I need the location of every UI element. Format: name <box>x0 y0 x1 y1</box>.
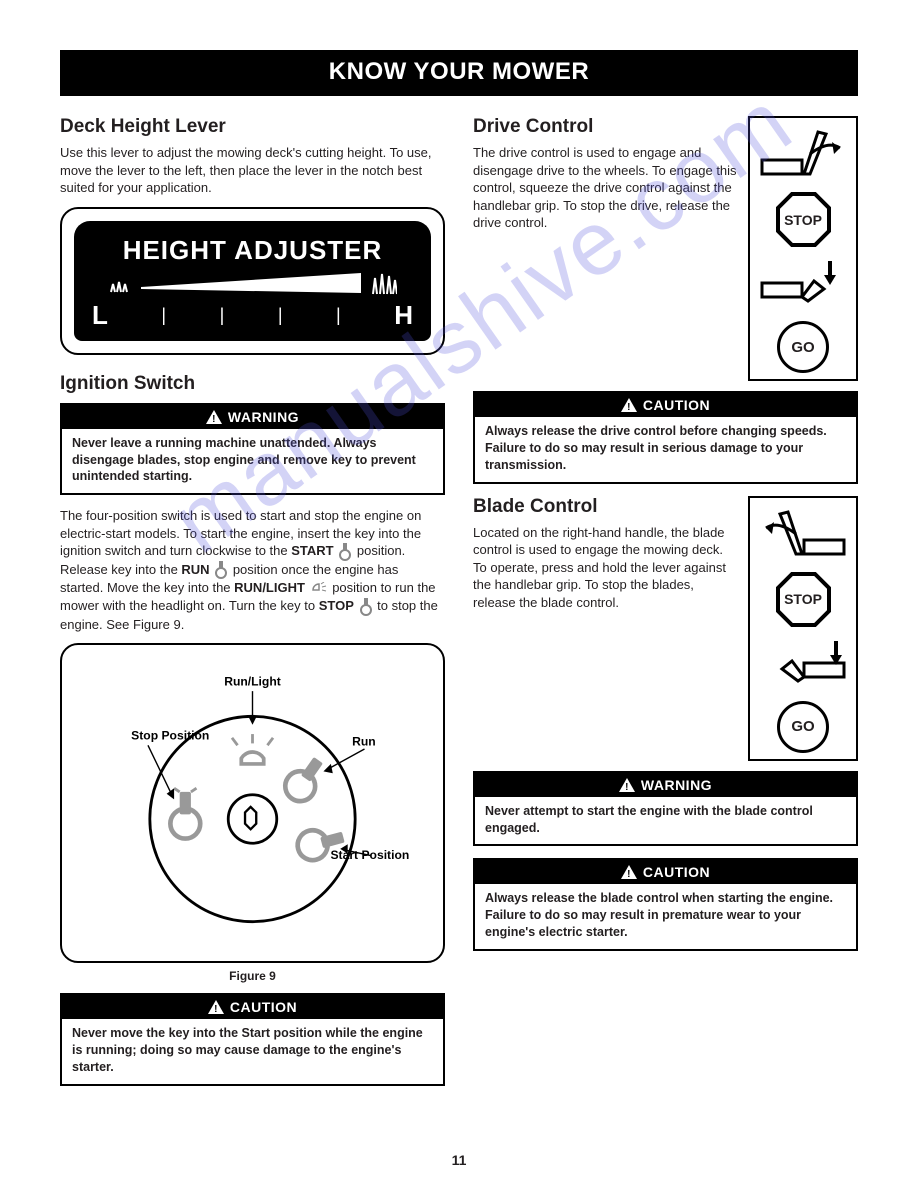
key-stop-icon <box>358 598 374 616</box>
page-banner: KNOW YOUR MOWER <box>60 50 858 96</box>
grass-high-icon <box>371 270 397 296</box>
stop-pos-label: Stop Position <box>131 729 209 743</box>
stop-text: STOP <box>784 591 822 607</box>
ignition-warning-label: WARNING <box>228 409 299 425</box>
warning-triangle-icon: ! <box>206 410 222 424</box>
stop-text: STOP <box>784 212 822 228</box>
drive-body: The drive control is used to engage and … <box>473 144 738 232</box>
blade-caution-body: Always release the blade control when st… <box>475 884 856 949</box>
svg-text:!: ! <box>214 1004 218 1014</box>
blade-diagram: STOP GO <box>748 496 858 761</box>
run-label: RUN <box>181 562 209 577</box>
ignition-warning-box: ! WARNING Never leave a running machine … <box>60 403 445 496</box>
drive-control-section: Drive Control The drive control is used … <box>473 116 858 381</box>
ignition-warning-body: Never leave a running machine unattended… <box>62 429 443 494</box>
stop-sign: STOP <box>776 192 831 247</box>
scale-tick: | <box>278 305 283 326</box>
scale-tick: | <box>336 305 341 326</box>
go-text: GO <box>791 718 814 735</box>
warning-triangle-icon: ! <box>208 1000 224 1014</box>
scale-tick: | <box>161 305 166 326</box>
blade-body: Located on the right-hand handle, the bl… <box>473 524 738 612</box>
light-icon <box>309 582 329 596</box>
ignition-caution-body: Never move the key into the Start positi… <box>62 1019 443 1084</box>
runlight-label: RUN/LIGHT <box>234 580 305 595</box>
lever-release-icon <box>758 504 848 566</box>
page-number: 11 <box>0 1152 918 1168</box>
content-columns: Deck Height Lever Use this lever to adju… <box>60 116 858 1098</box>
blade-warning-box: ! WARNING Never attempt to start the eng… <box>473 771 858 847</box>
ignition-caution-label: CAUTION <box>230 999 297 1015</box>
start-label: START <box>291 543 333 558</box>
svg-text:!: ! <box>627 869 631 879</box>
runlight-pos-label: Run/Light <box>224 675 281 689</box>
svg-text:!: ! <box>627 402 631 412</box>
blade-warning-body: Never attempt to start the engine with t… <box>475 797 856 845</box>
grass-low-icon <box>109 272 131 294</box>
warning-triangle-icon: ! <box>619 778 635 792</box>
ignition-body: The four-position switch is used to star… <box>60 507 445 633</box>
svg-text:!: ! <box>212 414 216 424</box>
blade-warning-label: WARNING <box>641 777 712 793</box>
ignition-diagram: Run/Light Stop Position Run Start Positi… <box>74 665 431 945</box>
height-adjuster-panel: HEIGHT ADJUSTER L | | | | H <box>74 221 431 341</box>
run-pos-label: Run <box>352 734 376 748</box>
lever-squeeze-icon <box>758 253 848 315</box>
svg-text:!: ! <box>625 782 629 792</box>
height-adjuster-figure: HEIGHT ADJUSTER L | | | | H <box>60 207 445 355</box>
warning-triangle-icon: ! <box>621 398 637 412</box>
drive-caution-box: ! CAUTION Always release the drive contr… <box>473 391 858 484</box>
scale-low: L <box>92 300 108 331</box>
drive-caution-label: CAUTION <box>643 397 710 413</box>
height-adjuster-title: HEIGHT ADJUSTER <box>88 235 417 266</box>
deck-height-body: Use this lever to adjust the mowing deck… <box>60 144 445 197</box>
drive-caution-body: Always release the drive control before … <box>475 417 856 482</box>
drive-diagram: STOP GO <box>748 116 858 381</box>
blade-heading: Blade Control <box>473 496 738 518</box>
right-column: Drive Control The drive control is used … <box>473 116 858 1098</box>
ignition-heading: Ignition Switch <box>60 373 445 395</box>
left-column: Deck Height Lever Use this lever to adju… <box>60 116 445 1098</box>
go-text: GO <box>791 339 814 356</box>
scale-high: H <box>394 300 413 331</box>
key-start-icon <box>337 543 353 561</box>
ignition-figure: Run/Light Stop Position Run Start Positi… <box>60 643 445 963</box>
stop-label: STOP <box>319 598 354 613</box>
lever-squeeze-icon <box>758 633 848 695</box>
blade-caution-box: ! CAUTION Always release the blade contr… <box>473 858 858 951</box>
lever-release-icon <box>758 124 848 186</box>
blade-caution-label: CAUTION <box>643 864 710 880</box>
deck-height-heading: Deck Height Lever <box>60 116 445 138</box>
key-run-icon <box>213 561 229 579</box>
drive-heading: Drive Control <box>473 116 738 138</box>
blade-control-section: Blade Control Located on the right-hand … <box>473 496 858 761</box>
go-sign: GO <box>777 701 829 753</box>
stop-sign: STOP <box>776 572 831 627</box>
go-sign: GO <box>777 321 829 373</box>
ignition-caution-box: ! CAUTION Never move the key into the St… <box>60 993 445 1086</box>
warning-triangle-icon: ! <box>621 865 637 879</box>
scale-tick: | <box>220 305 225 326</box>
figure-9-caption: Figure 9 <box>60 969 445 983</box>
wedge-icon <box>141 271 361 295</box>
